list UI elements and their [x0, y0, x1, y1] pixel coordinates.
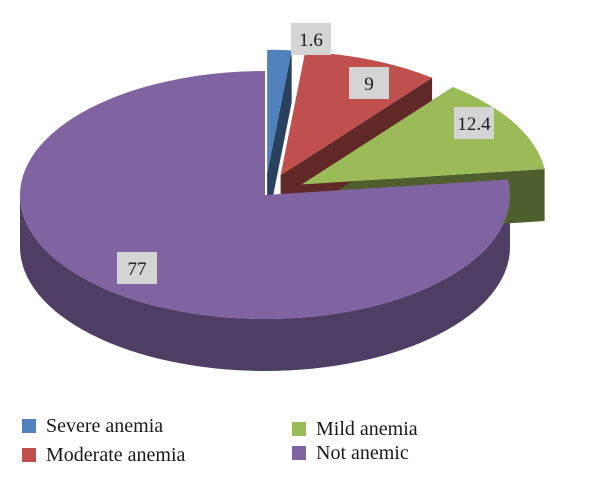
- legend-item-not-anemic: Not anemic: [292, 442, 409, 464]
- legend-label: Mild anemia: [316, 418, 418, 440]
- data-label-box: [454, 107, 494, 139]
- data-label-not-anemic: 77: [117, 252, 157, 284]
- data-label-mild-anemia: 12.4: [454, 107, 494, 139]
- legend-label: Severe anemia: [46, 415, 163, 437]
- slice-not-anemic-side: [20, 195, 510, 371]
- data-label-box: [117, 252, 157, 284]
- legend-item-moderate-anemia: Moderate anemia: [22, 444, 185, 466]
- slice-severe-anemia: [267, 49, 292, 174]
- data-label-text: 1.6: [299, 30, 323, 51]
- legend-swatch: [292, 446, 306, 460]
- data-label-severe-anemia: 1.6: [291, 23, 331, 55]
- legend: Severe anemia Moderate anemia Mild anemiaN…: [22, 415, 418, 466]
- data-label-text: 12.4: [457, 114, 491, 135]
- legend-label: Not anemic: [316, 442, 409, 464]
- pie-slices: [19, 49, 545, 371]
- slice-not-anemic-rim: [20, 195, 510, 371]
- data-label-box: [349, 67, 389, 99]
- legend-item-severe-anemia: Severe anemia: [22, 415, 163, 437]
- slice-moderate-anemia: [280, 51, 433, 176]
- data-label-text: 9: [364, 74, 374, 95]
- slice-severe-anemia-side: [267, 50, 292, 226]
- data-label-moderate-anemia: 9: [349, 67, 389, 99]
- legend-label: Moderate anemia: [46, 444, 185, 466]
- legend-swatch: [22, 419, 36, 433]
- data-labels: 1.6 9 12.4 77: [117, 23, 494, 284]
- slice-severe-anemia-cut-1: [267, 50, 292, 226]
- data-label-box: [291, 23, 331, 55]
- data-label-text: 77: [128, 259, 147, 280]
- legend-swatch: [22, 448, 36, 462]
- legend-swatch: [292, 422, 306, 436]
- legend-item-mild-anemia: Mild anemia: [292, 418, 418, 440]
